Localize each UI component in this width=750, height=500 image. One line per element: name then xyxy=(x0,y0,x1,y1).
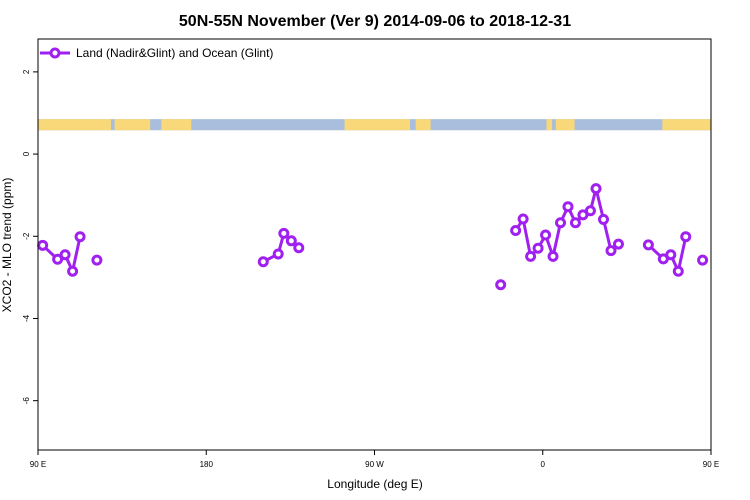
data-point xyxy=(293,242,305,254)
land-band-segment xyxy=(344,119,411,131)
data-point xyxy=(59,249,71,261)
land-band-segment xyxy=(114,119,151,131)
data-point xyxy=(278,227,290,239)
data-point xyxy=(532,242,544,254)
land-ocean-band xyxy=(38,119,711,131)
x-axis-label: Longitude (deg E) xyxy=(327,477,422,491)
data-point xyxy=(642,239,654,251)
x-tick-label: 90 W xyxy=(365,460,384,469)
y-tick-label: 0 xyxy=(22,151,31,156)
y-tick-label: -6 xyxy=(22,397,31,405)
data-point xyxy=(74,231,86,243)
data-point xyxy=(547,250,559,262)
data-point xyxy=(91,254,103,266)
data-point xyxy=(517,213,529,225)
data-point xyxy=(540,229,552,241)
data-point xyxy=(257,256,269,268)
legend-marker-swatch xyxy=(49,47,61,59)
x-tick-label: 180 xyxy=(200,460,214,469)
data-point xyxy=(590,183,602,195)
data-point xyxy=(67,265,79,277)
data-point xyxy=(605,245,617,257)
x-tick-label: 90 E xyxy=(30,460,46,469)
data-point xyxy=(672,265,684,277)
data-point xyxy=(665,249,677,261)
x-tick-label: 0 xyxy=(541,460,546,469)
y-tick-label: -2 xyxy=(22,232,31,240)
land-band-segment xyxy=(161,119,192,131)
data-point xyxy=(495,279,507,291)
y-tick-label: -4 xyxy=(22,314,31,322)
y-axis: 2 0 -2 -4 -6 xyxy=(22,69,38,404)
land-band-segment xyxy=(546,119,553,131)
data-point xyxy=(584,205,596,217)
data-point xyxy=(525,250,537,262)
plot-frame xyxy=(37,38,712,451)
data-point xyxy=(569,217,581,229)
data-point xyxy=(37,239,49,251)
data-point xyxy=(52,253,64,265)
land-band-segment xyxy=(38,119,111,131)
data-point xyxy=(285,235,297,247)
x-axis: 90 E 180 90 W 0 90 E xyxy=(30,450,719,469)
data-point xyxy=(272,248,284,260)
data-point xyxy=(598,213,610,225)
chart-title: 50N-55N November (Ver 9) 2014-09-06 to 2… xyxy=(179,13,571,30)
legend: Land (Nadir&Glint) and Ocean (Glint) xyxy=(40,46,273,60)
data-point xyxy=(510,225,522,237)
data-point xyxy=(697,254,709,266)
series-layer xyxy=(37,183,709,291)
x-tick-label: 90 E xyxy=(703,460,719,469)
data-point xyxy=(612,238,624,250)
land-band-segment xyxy=(662,119,711,131)
land-band-segment xyxy=(555,119,575,131)
y-axis-label: XCO2 - MLO trend (ppm) xyxy=(0,178,14,313)
data-point xyxy=(680,231,692,243)
land-band-segment xyxy=(415,119,431,131)
data-point xyxy=(562,201,574,213)
data-point xyxy=(555,217,567,229)
legend-label: Land (Nadir&Glint) and Ocean (Glint) xyxy=(76,46,273,60)
y-tick-label: 2 xyxy=(22,69,31,74)
